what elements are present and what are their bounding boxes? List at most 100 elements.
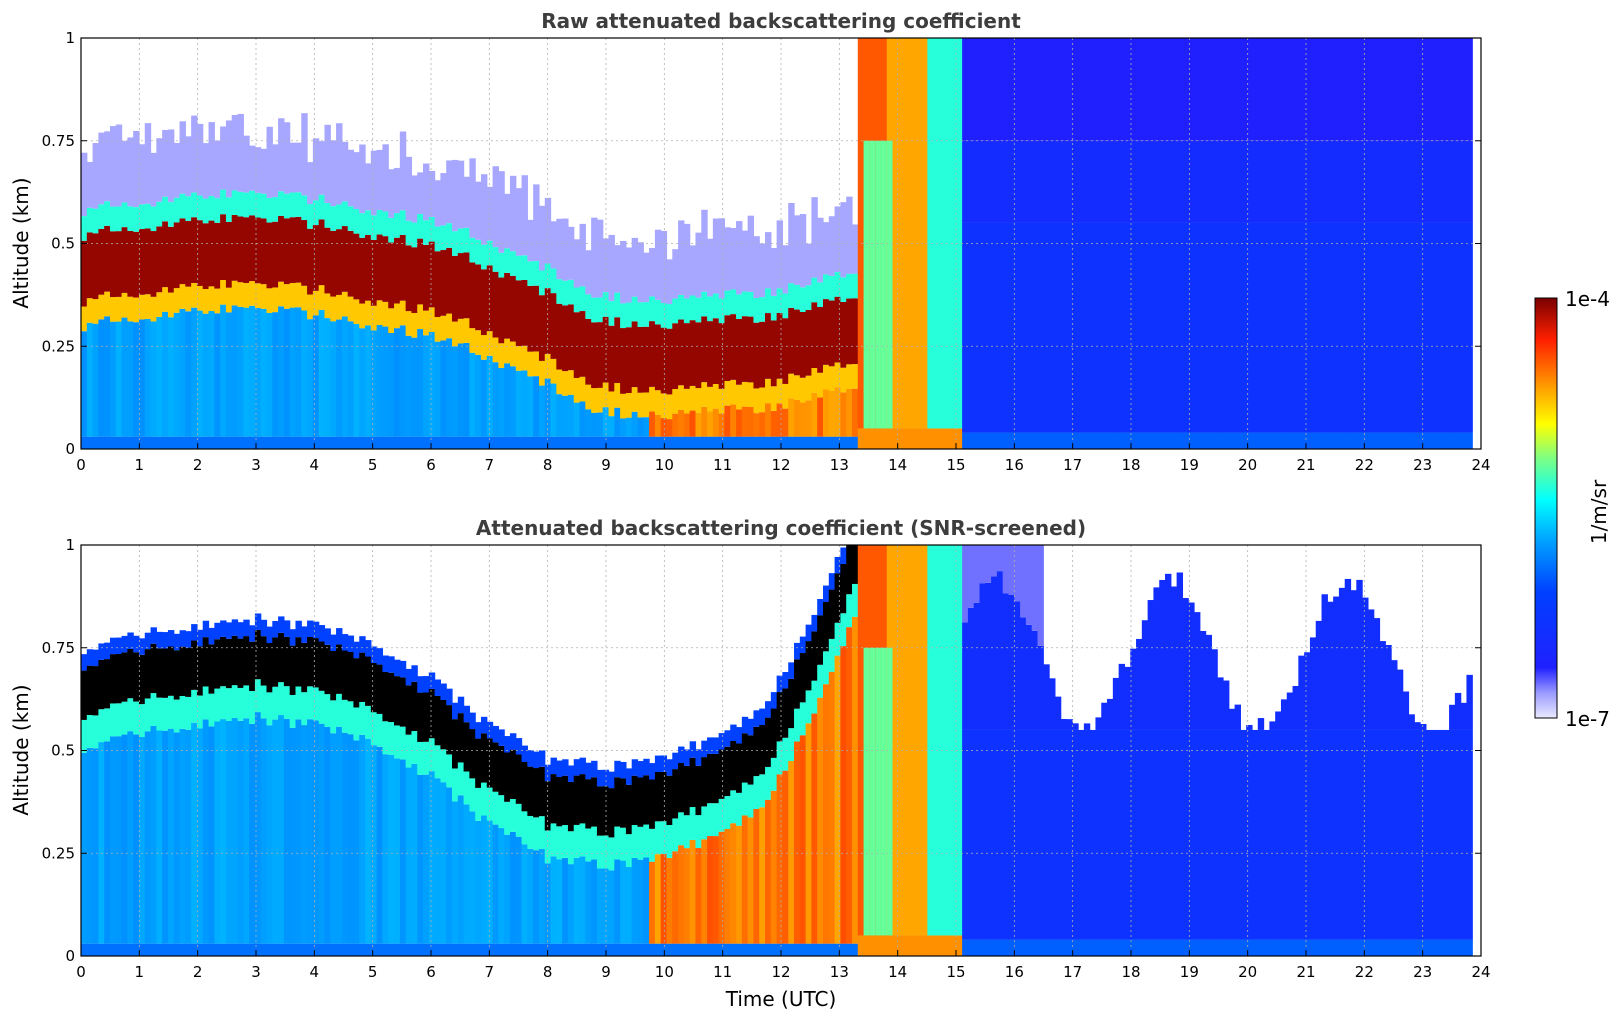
heatmap-cell	[173, 732, 181, 944]
heatmap-cell	[921, 935, 928, 956]
heatmap-cell	[318, 141, 326, 195]
heatmap-cell	[863, 647, 870, 936]
heatmap-cell	[765, 403, 772, 437]
heatmap-cell	[1014, 939, 1021, 956]
heatmap-cell	[394, 303, 401, 329]
heatmap-cell	[683, 223, 691, 299]
heatmap-cell	[707, 836, 714, 944]
heatmap-cell	[249, 215, 256, 282]
heatmap-cell	[718, 413, 726, 437]
heatmap-cell	[550, 221, 557, 269]
heatmap-cell	[278, 281, 285, 307]
heatmap-cell	[341, 436, 349, 449]
heatmap-cell	[365, 705, 372, 739]
heatmap-cell	[1240, 38, 1247, 141]
heatmap-cell	[660, 418, 668, 437]
heatmap-cell	[179, 284, 186, 309]
heatmap-cell	[1425, 222, 1433, 433]
heatmap-cell	[1327, 222, 1334, 433]
heatmap-cell	[463, 771, 470, 805]
heatmap-cell	[411, 665, 418, 682]
heatmap-cell	[330, 140, 337, 207]
heatmap-cell	[254, 307, 262, 437]
heatmap-cell	[504, 834, 511, 944]
heatmap-cell	[625, 768, 633, 785]
heatmap-cell	[1170, 222, 1178, 433]
heatmap-cell	[817, 599, 824, 616]
heatmap-cell	[509, 341, 517, 367]
heatmap-cell	[86, 298, 94, 323]
heatmap-cell	[759, 243, 766, 298]
heatmap-cell	[92, 208, 99, 234]
heatmap-cell	[440, 250, 447, 316]
heatmap-cell	[944, 38, 952, 429]
heatmap-cell	[695, 847, 702, 944]
heatmap-cell	[666, 857, 673, 944]
heatmap-cell	[417, 304, 424, 330]
heatmap-cell	[1020, 140, 1027, 223]
heatmap-cell	[359, 652, 366, 702]
heatmap-cell	[967, 38, 975, 141]
heatmap-cell	[672, 943, 679, 956]
heatmap-cell	[115, 206, 123, 232]
heatmap-cell	[1037, 222, 1044, 433]
heatmap-cell	[1396, 38, 1404, 141]
heatmap-cell	[741, 716, 749, 734]
heatmap-cell	[1194, 222, 1201, 433]
heatmap-cell	[243, 282, 250, 308]
heatmap-cell	[156, 226, 163, 293]
heatmap-cell	[417, 692, 424, 742]
heatmap-cell	[417, 943, 424, 956]
heatmap-cell	[776, 378, 784, 404]
heatmap-cell	[1112, 38, 1120, 141]
heatmap-cell	[689, 741, 697, 758]
heatmap-cell	[840, 202, 847, 278]
heatmap-cell	[208, 122, 215, 196]
heatmap-cell	[86, 162, 94, 208]
heatmap-cell	[1002, 140, 1010, 223]
heatmap-cell	[295, 637, 302, 687]
heatmap-cell	[707, 803, 714, 837]
heatmap-cell	[753, 322, 760, 389]
heatmap-cell	[1391, 432, 1398, 449]
heatmap-cell	[353, 152, 360, 209]
heatmap-cell	[121, 652, 128, 702]
heatmap-cell	[1211, 939, 1218, 956]
heatmap-cell	[498, 745, 505, 796]
heatmap-cell	[504, 338, 511, 364]
heatmap-cell	[1054, 38, 1062, 141]
heatmap-cell	[898, 545, 905, 936]
x-tick-label: 24	[1471, 963, 1490, 981]
heatmap-cell	[718, 749, 726, 799]
heatmap-cell	[776, 692, 784, 742]
heatmap-cell	[851, 273, 859, 299]
heatmap-cell	[115, 637, 123, 654]
heatmap-cell	[237, 306, 244, 437]
heatmap-cell	[278, 306, 285, 437]
heatmap-cell	[272, 719, 279, 944]
heatmap-cell	[1205, 140, 1212, 223]
heatmap-cell	[509, 799, 517, 832]
heatmap-cell	[1275, 729, 1282, 940]
heatmap-cell	[567, 304, 575, 371]
heatmap-cell	[138, 638, 146, 655]
heatmap-cell	[927, 428, 934, 449]
heatmap-cell	[1362, 939, 1369, 956]
heatmap-cell	[1159, 222, 1166, 433]
heatmap-cell	[1031, 545, 1039, 631]
heatmap-cell	[776, 403, 784, 437]
y-tick-label: 0.25	[42, 337, 75, 355]
heatmap-cell	[208, 644, 215, 694]
heatmap-cell	[683, 848, 691, 944]
heatmap-cell	[666, 259, 673, 305]
heatmap-cell	[527, 261, 534, 286]
heatmap-cell	[996, 939, 1004, 956]
heatmap-cell	[452, 159, 459, 232]
heatmap-cell	[515, 803, 523, 837]
heatmap-cell	[840, 367, 847, 393]
heatmap-cell	[98, 709, 105, 743]
heatmap-cell	[191, 307, 198, 437]
heatmap-cell	[538, 385, 546, 437]
heatmap-cell	[550, 436, 557, 449]
heatmap-cell	[1112, 729, 1120, 940]
